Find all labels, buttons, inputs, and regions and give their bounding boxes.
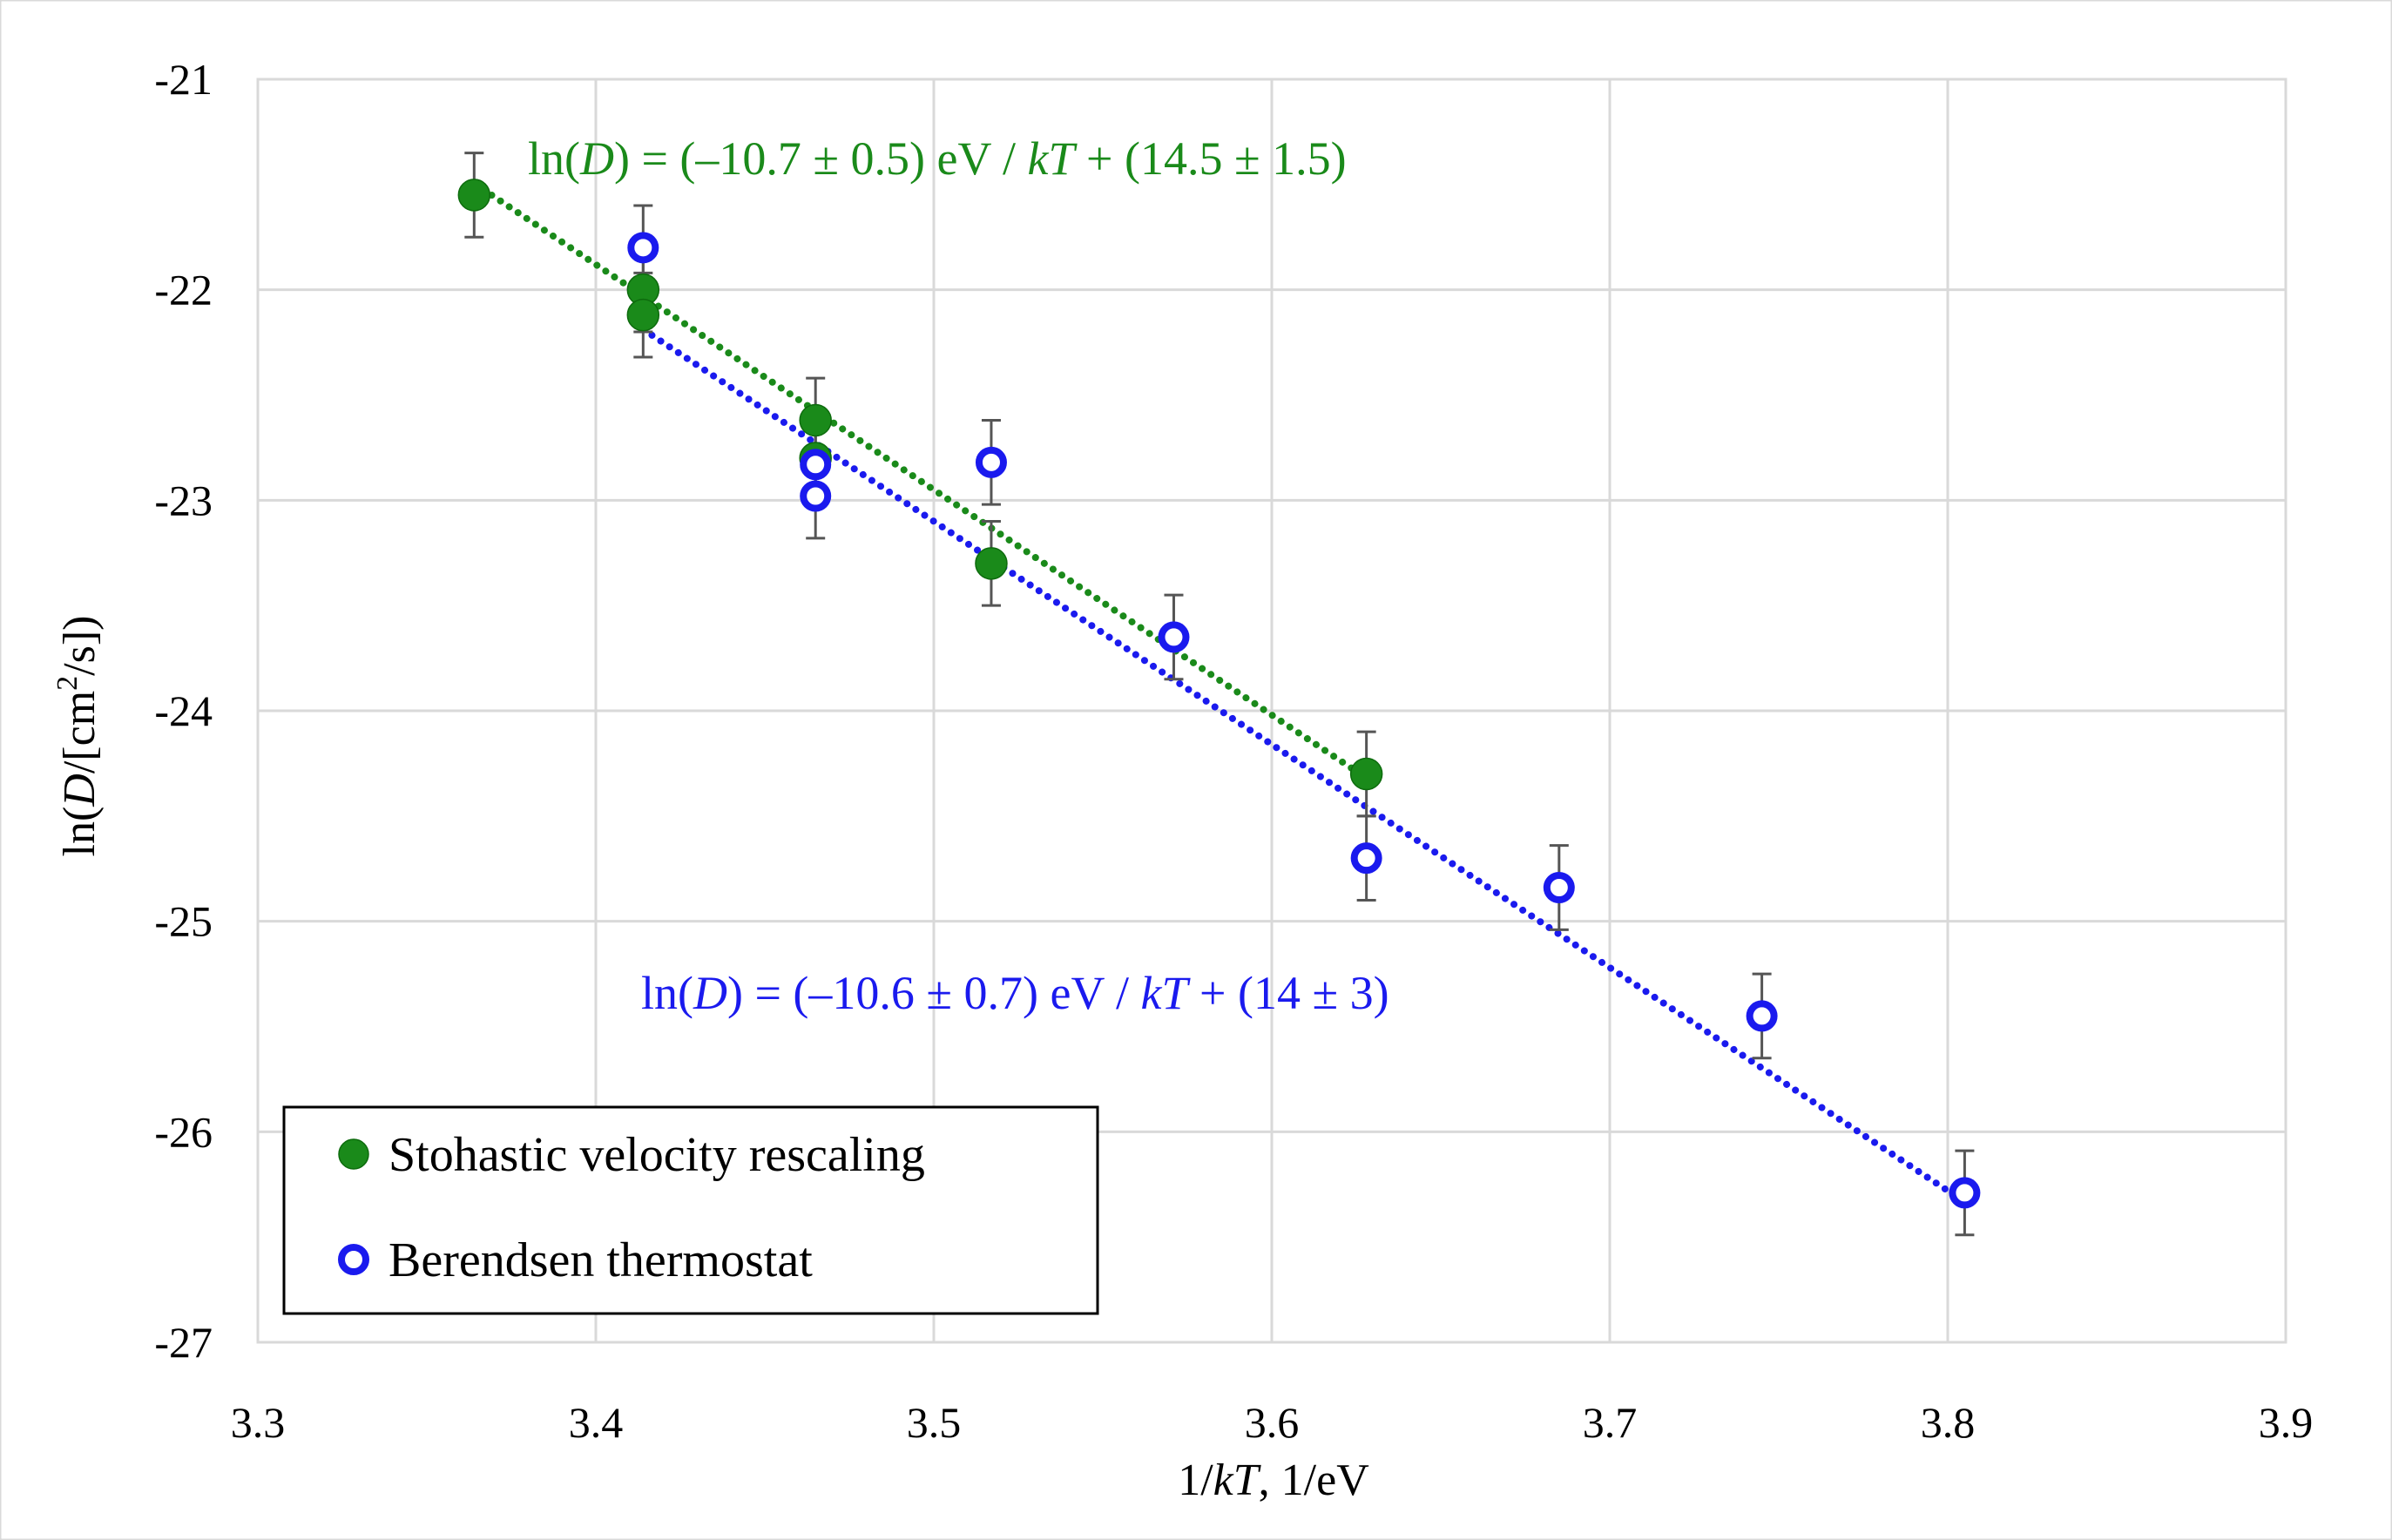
y-axis-title-superscript: 2	[51, 676, 84, 691]
legend-box	[282, 1105, 1099, 1315]
y-tick-label: -22	[154, 266, 213, 314]
y-axis-title-part-1: ln(	[55, 807, 105, 857]
y-tick-label: -27	[154, 1318, 213, 1367]
x-tick-label: 3.3	[231, 1398, 286, 1447]
x-axis-title: 1/kT, 1/eV	[1178, 1456, 1369, 1505]
y-axis-title-part-3: /[cm	[55, 691, 105, 773]
green-fit-equation: ln(D) = (–10.7 ± 0.5) eV / kT + (14.5 ± …	[528, 132, 1347, 185]
green-eq-part-1: ln(	[528, 132, 580, 185]
green-eq-part-5: + (14.5 ± 1.5)	[1075, 132, 1347, 185]
x-tick-label: 3.7	[1583, 1398, 1638, 1447]
berendsen-data-point	[1350, 842, 1382, 875]
legend-marker-berendsen	[338, 1244, 369, 1275]
x-tick-label: 3.6	[1245, 1398, 1300, 1447]
x-axis-title-part-1: 1/	[1178, 1456, 1213, 1505]
stohastic-data-point	[799, 403, 832, 437]
berendsen-data-point	[627, 232, 659, 264]
y-axis-title: ln(D/[cm2/s])	[51, 616, 105, 857]
y-tick-label: -25	[154, 897, 213, 946]
berendsen-data-point	[1746, 1000, 1778, 1032]
stohastic-data-point	[1349, 757, 1383, 791]
legend-marker-stohastic	[338, 1138, 369, 1170]
y-tick-labels: -21 -22 -23 -24 -25 -26 -27	[154, 55, 213, 1367]
x-axis-title-part-2: kT	[1213, 1456, 1261, 1505]
x-tick-label: 3.4	[569, 1398, 624, 1447]
berendsen-data-point	[800, 480, 832, 512]
stohastic-data-point	[626, 298, 660, 332]
y-tick-label: -23	[154, 476, 213, 524]
x-axis-title-part-3: , 1/eV	[1259, 1456, 1369, 1505]
x-tick-label: 3.9	[2259, 1398, 2314, 1447]
x-tick-label: 3.8	[1921, 1398, 1976, 1447]
berendsen-data-point	[1949, 1177, 1981, 1209]
stohastic-data-point	[457, 179, 491, 212]
berendsen-data-point	[1543, 872, 1575, 903]
y-axis-title-part-2: D	[55, 773, 105, 807]
blue-eq-part-2: D	[693, 967, 727, 1019]
legend-label-berendsen: Berendsen thermostat	[389, 1233, 813, 1287]
berendsen-fit-line	[639, 326, 1969, 1206]
blue-eq-part-5: + (14 ± 3)	[1188, 967, 1389, 1019]
blue-eq-part-3: ) = (–10.6 ± 0.7) eV /	[727, 967, 1141, 1019]
berendsen-data-point	[800, 449, 832, 481]
y-tick-label: -26	[154, 1107, 213, 1156]
berendsen-data-point	[975, 446, 1007, 478]
y-tick-label: -24	[154, 686, 213, 735]
fit-lines	[470, 179, 1969, 1206]
x-tick-labels: 3.3 3.4 3.5 3.6 3.7 3.8 3.9	[231, 1398, 2314, 1447]
blue-eq-part-4: kT	[1141, 967, 1192, 1019]
green-eq-part-2: D	[579, 132, 614, 185]
legend: Stohastic velocity rescaling Berendsen t…	[282, 1105, 1099, 1315]
berendsen-data-point	[1158, 621, 1190, 653]
x-tick-label: 3.5	[907, 1398, 962, 1447]
blue-fit-equation: ln(D) = (–10.6 ± 0.7) eV / kT + (14 ± 3)	[641, 967, 1389, 1019]
green-eq-part-3: ) = (–10.7 ± 0.5) eV /	[614, 132, 1028, 185]
data-markers	[457, 179, 1981, 1209]
stohastic-data-point	[975, 547, 1008, 580]
green-eq-part-4: kT	[1028, 132, 1078, 185]
legend-label-stohastic: Stohastic velocity rescaling	[389, 1128, 925, 1182]
y-tick-label: -21	[154, 55, 213, 104]
y-axis-title-part-5: /s])	[55, 616, 105, 676]
blue-eq-part-1: ln(	[641, 967, 693, 1019]
plot-border	[256, 78, 2287, 1344]
stohastic-fit-line	[470, 179, 1370, 782]
